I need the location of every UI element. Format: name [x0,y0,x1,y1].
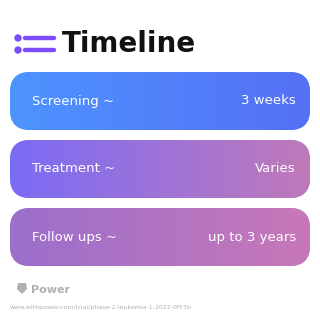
FancyBboxPatch shape [10,208,310,266]
Text: Screening ~: Screening ~ [32,95,114,108]
Text: Power: Power [31,285,70,295]
Text: up to 3 years: up to 3 years [208,231,296,244]
Text: Follow ups ~: Follow ups ~ [32,231,117,244]
FancyBboxPatch shape [10,72,310,130]
Circle shape [15,47,21,53]
Text: Varies: Varies [255,163,296,176]
Text: Treatment ~: Treatment ~ [32,163,115,176]
Circle shape [15,35,21,41]
Polygon shape [17,283,27,294]
Text: Timeline: Timeline [62,30,196,58]
Text: www.withpower.com/trial/phase-2-leukemia-1-2022-0f53b: www.withpower.com/trial/phase-2-leukemia… [10,304,192,309]
Text: 3 weeks: 3 weeks [241,95,296,108]
FancyBboxPatch shape [10,140,310,198]
